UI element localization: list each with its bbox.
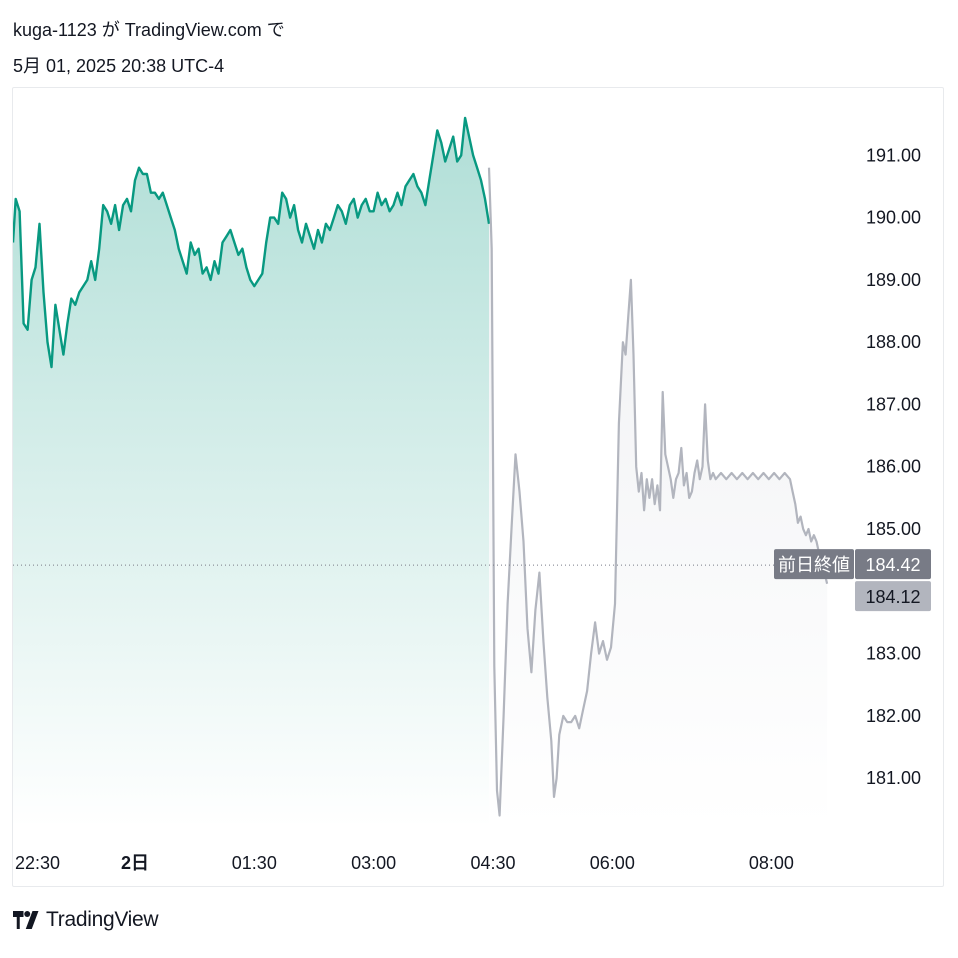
y-tick-label: 183.00 <box>866 644 921 664</box>
x-tick-label: 22:30 <box>15 853 60 873</box>
previous-close-value-tag <box>855 549 931 580</box>
x-tick-label: 03:00 <box>351 853 396 873</box>
y-tick-label: 188.00 <box>866 332 921 352</box>
x-tick-label: 08:00 <box>749 853 794 873</box>
last-price-tag <box>855 581 931 612</box>
y-tick-label: 190.00 <box>866 208 921 228</box>
tradingview-logo-icon <box>13 911 39 929</box>
regular-session-area <box>13 117 489 828</box>
y-tick-label: 187.00 <box>866 394 921 414</box>
y-tick-label: 186.00 <box>866 457 921 477</box>
y-tick-label: 189.00 <box>866 270 921 290</box>
chart-frame: 191.00 190.00 189.00 188.00 187.00 186.00 185.… <box>12 87 944 887</box>
y-tick-label: 182.00 <box>866 706 921 726</box>
previous-close-value: 184.42 <box>865 555 920 575</box>
x-tick-label: 06:00 <box>590 853 635 873</box>
extended-session-line[interactable] <box>487 167 829 817</box>
previous-close-label-tag <box>774 549 854 580</box>
x-tick-label: 2日 <box>121 853 149 873</box>
previous-close-label: 前日終値 <box>778 555 850 576</box>
y-tick-label: 185.00 <box>866 519 921 539</box>
chart-title-line: kuga-1123 が TradingView.com で <box>13 20 285 40</box>
footer-brand: TradingView <box>46 908 159 931</box>
last-price-value: 184.12 <box>865 587 920 607</box>
x-tick-label: 04:30 <box>470 853 515 873</box>
chart-timestamp: 5月 01, 2025 20:38 UTC-4 <box>13 56 225 76</box>
price-chart[interactable]: 191.00 190.00 189.00 188.00 187.00 186.00 185.… <box>13 88 945 888</box>
footer-logo: TradingView <box>13 908 159 932</box>
regular-session-line[interactable] <box>13 116 491 369</box>
y-tick-label: 181.00 <box>866 768 921 788</box>
y-tick-label: 191.00 <box>866 145 921 165</box>
x-tick-label: 01:30 <box>232 853 277 873</box>
